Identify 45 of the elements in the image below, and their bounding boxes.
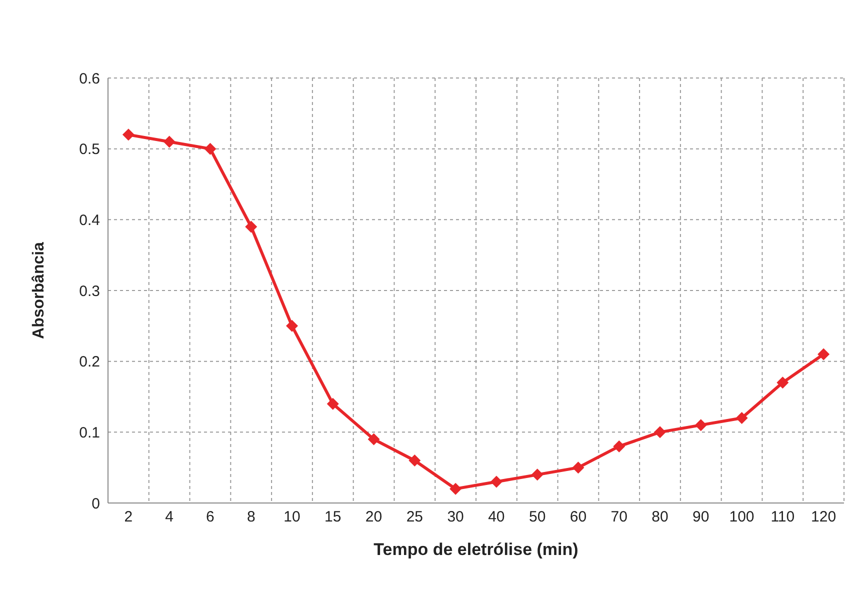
- point: [531, 468, 544, 481]
- point: [245, 220, 258, 233]
- y-axis-title: Absorbância: [30, 242, 48, 339]
- x-tick-label: 70: [610, 508, 628, 526]
- point: [450, 482, 462, 495]
- point: [326, 398, 339, 410]
- x-tick-label: 80: [652, 508, 668, 526]
- x-tick-label: 90: [692, 508, 710, 526]
- point: [613, 440, 626, 452]
- point: [818, 348, 830, 360]
- point: [776, 376, 789, 389]
- y-tick-label: 0: [92, 495, 100, 512]
- x-tick-label: 15: [324, 508, 342, 526]
- x-tick-label: 25: [406, 508, 424, 526]
- point: [654, 426, 666, 438]
- point: [408, 454, 421, 466]
- y-tick-label: 0.4: [79, 212, 100, 229]
- point: [694, 419, 707, 432]
- y-tick-label: 0.5: [79, 141, 100, 158]
- point: [204, 142, 216, 155]
- y-tick-label: 0.2: [79, 354, 100, 371]
- x-tick-label: 110: [770, 508, 795, 526]
- x-tick-label: 20: [365, 508, 382, 526]
- x-tick-label: 60: [570, 508, 587, 526]
- x-axis-title: Tempo de eletrólise (min): [374, 540, 578, 559]
- x-tick-label: 4: [165, 508, 174, 526]
- point: [286, 320, 298, 332]
- point: [572, 462, 584, 474]
- x-tick-label: 100: [729, 508, 754, 526]
- point: [122, 128, 134, 141]
- point: [490, 476, 502, 488]
- y-tick-label: 0.3: [79, 282, 100, 300]
- x-tick-label: 8: [246, 508, 256, 526]
- point: [368, 433, 380, 446]
- x-tick-label: 40: [488, 508, 505, 526]
- point: [163, 136, 176, 148]
- x-tick-label: 6: [206, 508, 214, 526]
- point: [736, 412, 748, 424]
- x-tick-label: 50: [528, 508, 546, 526]
- y-tick-label: 0.1: [79, 424, 100, 442]
- x-tick-label: 10: [284, 508, 300, 526]
- x-tick-label: 2: [124, 508, 133, 526]
- y-tick-label: 0.6: [79, 70, 100, 88]
- x-tick-label: 120: [811, 508, 836, 526]
- x-tick-label: 30: [447, 508, 464, 526]
